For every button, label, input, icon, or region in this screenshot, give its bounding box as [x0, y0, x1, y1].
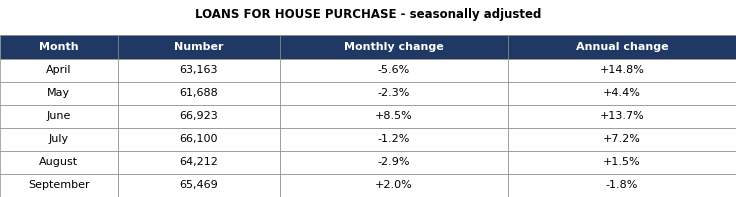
Text: LOANS FOR HOUSE PURCHASE - seasonally adjusted: LOANS FOR HOUSE PURCHASE - seasonally ad…	[195, 8, 541, 21]
